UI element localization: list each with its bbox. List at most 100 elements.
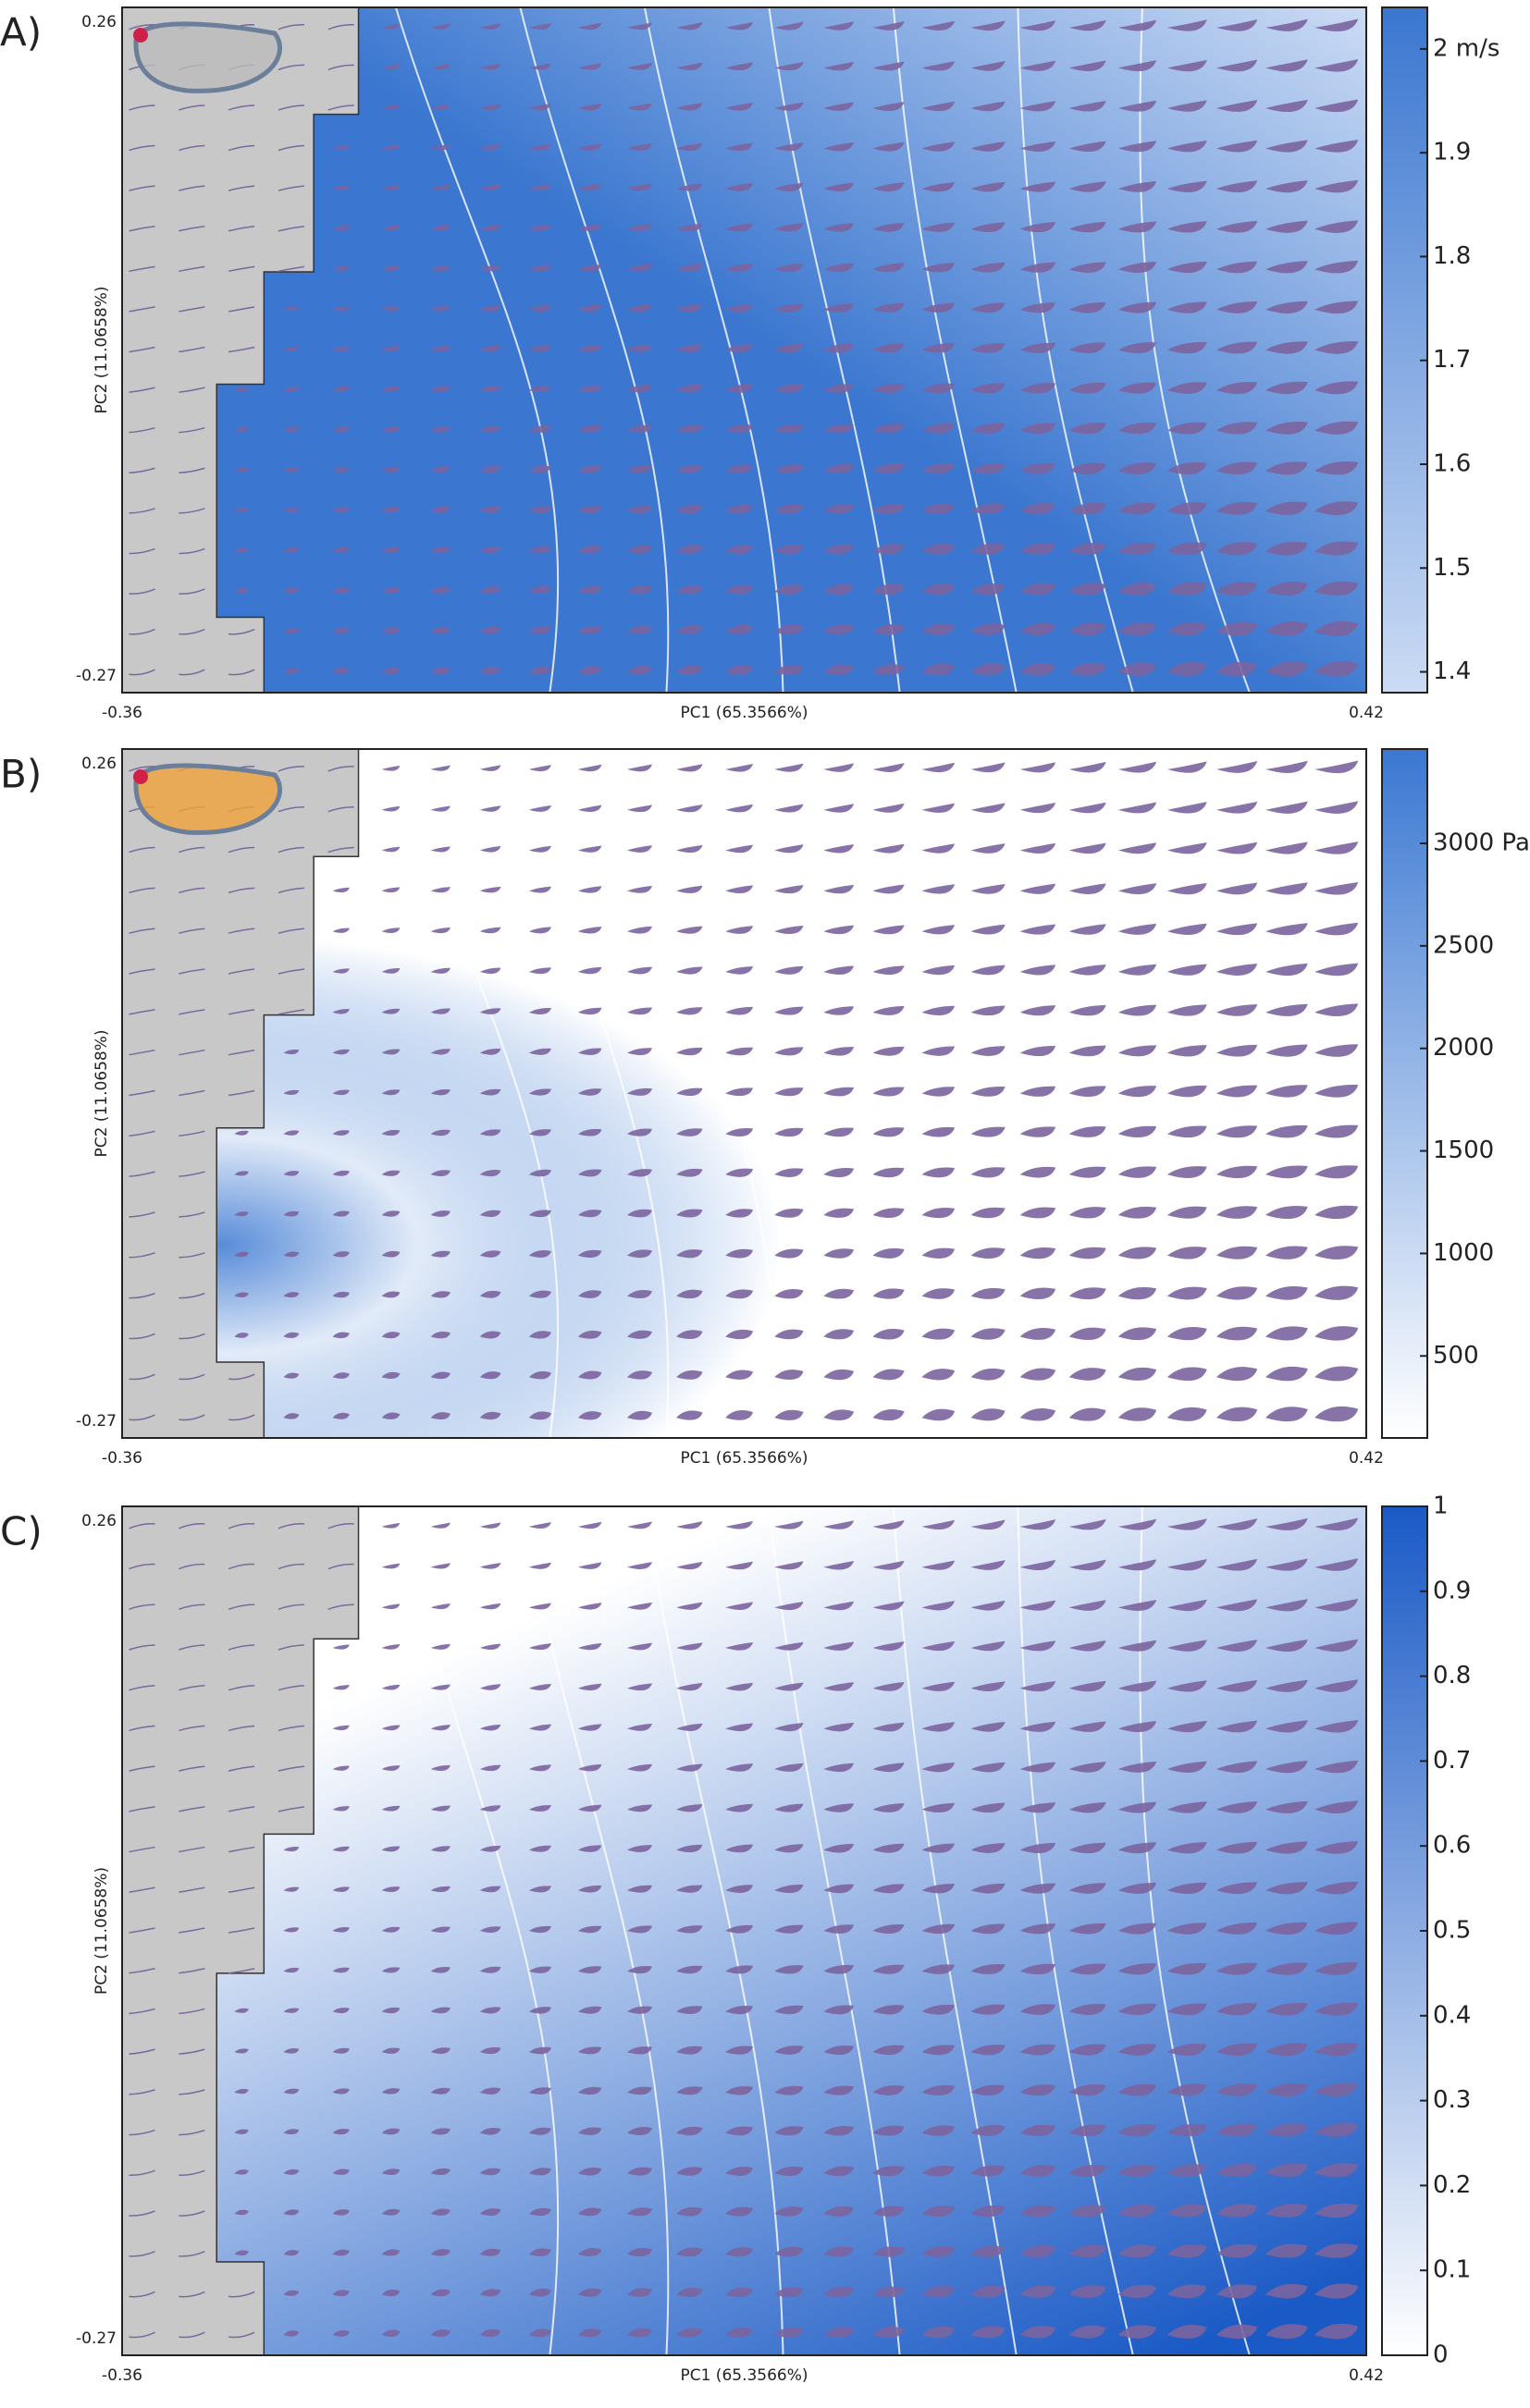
shape-glyph <box>872 803 905 813</box>
shape-glyph <box>283 1130 300 1136</box>
shape-glyph <box>1068 19 1106 31</box>
shape-glyph <box>381 1805 401 1812</box>
shape-glyph <box>1117 1327 1157 1341</box>
shape-glyph <box>921 543 956 555</box>
shape-glyph <box>676 344 703 353</box>
shape-glyph <box>1019 2165 1056 2177</box>
colorbar-tick-label: 1.7 <box>1433 346 1471 374</box>
shape-glyph <box>921 1167 956 1178</box>
shape-glyph <box>479 765 501 771</box>
shape-glyph <box>1068 462 1106 474</box>
shape-glyph <box>528 1562 551 1569</box>
shape-glyph <box>970 20 1006 31</box>
shape-glyph <box>283 587 300 594</box>
shape-glyph <box>1314 2243 1359 2258</box>
shape-glyph <box>970 1640 1006 1652</box>
shape-glyph <box>430 1725 450 1731</box>
shape-glyph <box>1314 2082 1359 2097</box>
shape-glyph <box>774 885 804 894</box>
shape-glyph <box>676 2046 703 2055</box>
shape-glyph <box>1314 2002 1359 2016</box>
shape-glyph <box>430 506 450 513</box>
shape-glyph <box>823 384 855 394</box>
shape-glyph <box>332 1170 350 1176</box>
shape-glyph <box>430 805 450 812</box>
shape-glyph <box>283 1171 300 1176</box>
shape-glyph <box>234 426 249 433</box>
shape-glyph <box>1117 2083 1157 2096</box>
shape-glyph <box>1019 1045 1056 1057</box>
shape-glyph <box>1117 2244 1157 2258</box>
shape-glyph <box>823 2286 855 2298</box>
shape-glyph <box>228 1049 255 1056</box>
shape-glyph <box>1166 1407 1207 1421</box>
shape-glyph <box>823 624 855 635</box>
shape-glyph <box>774 62 804 71</box>
shape-glyph <box>1265 18 1308 31</box>
shape-glyph <box>676 2167 703 2176</box>
shape-glyph <box>479 63 501 70</box>
shape-glyph <box>179 1130 205 1137</box>
shape-glyph <box>1265 1599 1308 1612</box>
shape-glyph <box>823 1369 855 1381</box>
shape-glyph <box>1117 1247 1157 1259</box>
shape-glyph <box>528 765 551 772</box>
shape-glyph <box>129 467 155 474</box>
shape-glyph <box>228 1967 255 1974</box>
shape-glyph <box>1117 1166 1157 1178</box>
shape-glyph <box>129 2008 155 2015</box>
shape-glyph <box>430 1129 450 1136</box>
shape-glyph <box>528 1845 551 1852</box>
shape-glyph <box>1166 1045 1207 1057</box>
shape-glyph <box>823 1722 855 1732</box>
shape-glyph <box>1117 1721 1157 1733</box>
shape-glyph <box>1314 18 1359 32</box>
shape-glyph <box>1314 1800 1359 1814</box>
colorbar-tick-label: 1.9 <box>1433 139 1471 166</box>
shape-glyph <box>430 1563 450 1569</box>
shape-glyph <box>774 504 804 514</box>
shape-glyph <box>1314 1517 1359 1531</box>
shape-glyph <box>1215 2123 1258 2137</box>
shape-glyph <box>676 1844 703 1853</box>
shape-glyph <box>970 1762 1006 1773</box>
shape-glyph <box>823 1561 855 1570</box>
shape-glyph <box>381 466 401 473</box>
shape-glyph <box>228 2291 255 2298</box>
colorbar-tick-label: 0.4 <box>1433 2001 1471 2029</box>
shape-glyph <box>1314 581 1359 596</box>
shape-glyph <box>528 1048 551 1055</box>
shape-glyph <box>725 1561 754 1570</box>
shape-glyph <box>129 1644 155 1651</box>
shape-glyph <box>872 102 905 112</box>
shape-glyph <box>823 1006 855 1015</box>
shape-glyph <box>1068 1762 1106 1773</box>
shape-glyph <box>676 1763 703 1772</box>
shape-glyph <box>676 1965 703 1974</box>
shape-glyph <box>332 887 350 893</box>
shape-glyph <box>970 262 1006 273</box>
shape-glyph <box>430 2128 450 2135</box>
shape-glyph <box>872 1722 905 1732</box>
shape-glyph <box>725 2005 754 2015</box>
shape-glyph <box>234 2048 249 2054</box>
shape-glyph <box>278 846 304 854</box>
shape-glyph <box>774 142 804 152</box>
shape-glyph <box>872 343 905 353</box>
shape-glyph <box>129 1806 155 1812</box>
shape-glyph <box>528 967 551 975</box>
shape-glyph <box>921 964 956 976</box>
shape-glyph <box>430 927 450 934</box>
shape-glyph <box>577 1724 602 1731</box>
shape-glyph <box>823 303 855 313</box>
shape-glyph <box>234 587 249 594</box>
shape-glyph <box>577 1683 602 1690</box>
shape-glyph <box>528 2007 551 2014</box>
shape-glyph <box>1215 1206 1258 1219</box>
shape-glyph <box>528 1724 551 1731</box>
shape-glyph <box>577 886 602 893</box>
shape-glyph <box>528 1210 551 1218</box>
shape-glyph <box>1265 2082 1308 2096</box>
shape-glyph <box>1068 141 1106 153</box>
